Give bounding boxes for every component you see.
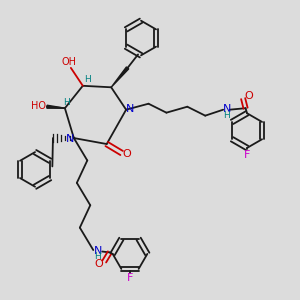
Text: HO: HO [31,101,46,111]
Text: N: N [66,134,74,144]
Text: OH: OH [62,57,77,67]
Text: F: F [127,273,133,283]
Text: O: O [245,91,254,101]
Text: N: N [94,246,102,256]
Text: H: H [84,75,91,84]
Text: H: H [94,252,101,261]
Text: O: O [123,149,131,160]
Text: H: H [63,98,70,107]
Text: O: O [94,259,103,269]
Text: N: N [223,104,231,114]
Text: H: H [224,111,230,120]
Polygon shape [111,67,129,87]
Text: F: F [244,150,250,160]
Polygon shape [47,105,65,108]
Text: N: N [126,104,134,114]
